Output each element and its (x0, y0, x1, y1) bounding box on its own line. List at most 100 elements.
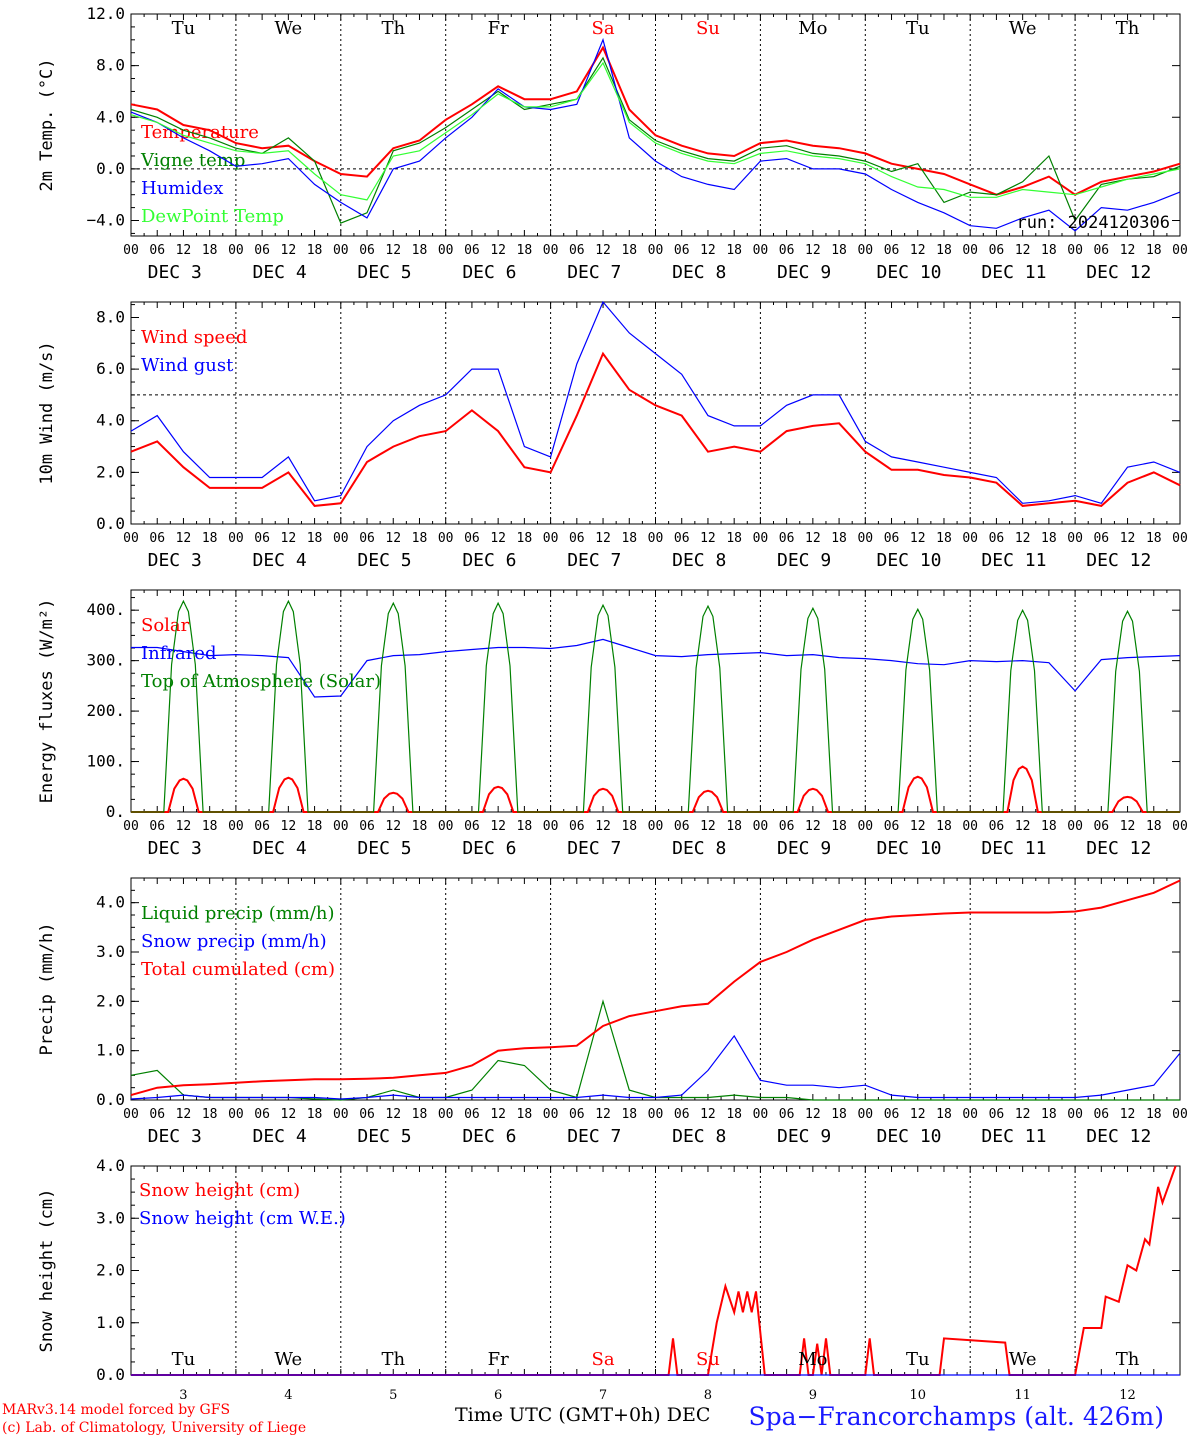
hour-tick-label: 12 (1120, 243, 1136, 258)
hour-tick-label: 06 (149, 819, 165, 834)
hour-tick-label: 12 (595, 531, 611, 546)
date-label: DEC 3 (148, 1126, 202, 1147)
date-label: DEC 11 (981, 262, 1046, 283)
series-line-humidex (130, 37, 1181, 232)
hour-tick-label: 06 (149, 243, 165, 258)
hour-tick-label: 06 (884, 1107, 900, 1122)
hour-tick-label: 06 (254, 531, 270, 546)
hour-tick-label: 00 (333, 819, 349, 834)
legend-entry: DewPoint Temp (141, 206, 284, 227)
weekday-label: Sa (592, 1349, 615, 1370)
hour-tick-label: 00 (1067, 819, 1083, 834)
date-label: DEC 8 (672, 262, 726, 283)
hour-tick-label: 18 (726, 531, 742, 546)
date-label: DEC 9 (777, 550, 831, 571)
hour-tick-label: 18 (1146, 531, 1162, 546)
series-line-top-of-atmosphere-solar- (131, 599, 1180, 813)
y-tick-label: 2.0 (96, 1261, 125, 1280)
x-axis-suffix: DEC (666, 1404, 711, 1426)
hour-tick-label: 12 (595, 1107, 611, 1122)
series-line-infrared (131, 638, 1181, 698)
hour-tick-label: 12 (1015, 1107, 1031, 1122)
hour-tick-label: 06 (359, 243, 375, 258)
date-label: DEC 4 (253, 550, 307, 571)
date-label: DEC 12 (1086, 838, 1151, 859)
hour-tick-label: 06 (359, 1107, 375, 1122)
hour-tick-label: 18 (412, 243, 428, 258)
hour-tick-label: 06 (989, 243, 1005, 258)
hour-tick-label: 00 (753, 243, 769, 258)
date-label: DEC 7 (567, 838, 621, 859)
hour-tick-label: 18 (621, 1107, 637, 1122)
date-label: DEC 3 (148, 262, 202, 283)
hour-tick-label: 18 (1041, 243, 1057, 258)
hour-tick-label: 06 (254, 1107, 270, 1122)
day-number-label: 6 (494, 1388, 502, 1403)
hour-tick-label: 18 (307, 243, 323, 258)
date-label: DEC 5 (357, 262, 411, 283)
weekday-label: We (1009, 1349, 1037, 1370)
legend-entry: Total cumulated (cm) (141, 959, 335, 980)
hour-tick-label: 12 (490, 819, 506, 834)
hour-tick-label: 00 (1067, 1107, 1083, 1122)
day-number-label: 12 (1119, 1388, 1136, 1403)
day-number-label: 3 (179, 1388, 187, 1403)
hour-tick-label: 18 (726, 243, 742, 258)
hour-tick-label: 18 (936, 819, 952, 834)
hour-tick-label: 06 (779, 1107, 795, 1122)
date-label: DEC 4 (253, 262, 307, 283)
y-tick-label: 3.0 (96, 942, 125, 961)
hour-tick-label: 00 (543, 819, 559, 834)
date-label: DEC 8 (672, 838, 726, 859)
y-tick-label: 400. (86, 600, 125, 619)
day-number-label: 10 (909, 1388, 926, 1403)
legend-entry: Humidex (141, 178, 223, 199)
hour-tick-label: 18 (831, 819, 847, 834)
date-label: DEC 12 (1086, 262, 1151, 283)
hour-tick-label: 12 (805, 243, 821, 258)
hour-tick-label: 00 (438, 819, 454, 834)
hour-tick-label: 18 (517, 819, 533, 834)
hour-tick-label: 06 (1093, 1107, 1109, 1122)
hour-tick-label: 18 (412, 1107, 428, 1122)
hour-tick-label: 18 (307, 531, 323, 546)
weekday-label: Mo (798, 1349, 827, 1370)
hour-tick-label: 06 (569, 243, 585, 258)
hour-tick-label: 12 (490, 243, 506, 258)
hour-tick-label: 06 (254, 243, 270, 258)
hour-tick-label: 18 (202, 1107, 218, 1122)
hour-tick-label: 00 (753, 819, 769, 834)
hour-tick-label: 12 (700, 243, 716, 258)
legend-entry: Infrared (141, 643, 216, 664)
hour-tick-label: 12 (1015, 531, 1031, 546)
hour-tick-label: 06 (254, 819, 270, 834)
hour-tick-label: 00 (438, 1107, 454, 1122)
date-label: DEC 3 (148, 550, 202, 571)
hour-tick-label: 06 (464, 1107, 480, 1122)
hour-tick-label: 18 (1146, 1107, 1162, 1122)
panel-1: −4.0 0.0 4.0 8.0 12.0 2m Temp. (°C) Temperatur… (37, 4, 1188, 283)
date-label: DEC 12 (1086, 550, 1151, 571)
hour-tick-label: 18 (936, 243, 952, 258)
credit-model: MARv3.14 model forced by GFS (2, 1402, 231, 1418)
hour-tick-label: 06 (779, 531, 795, 546)
hour-tick-label: 06 (1093, 531, 1109, 546)
hour-tick-label: 00 (1172, 1107, 1188, 1122)
hour-tick-label: 00 (438, 531, 454, 546)
legend-entry: Liquid precip (mm/h) (141, 903, 335, 924)
hour-tick-label: 06 (884, 819, 900, 834)
hour-tick-label: 12 (805, 1107, 821, 1122)
day-number-label: 11 (1014, 1388, 1031, 1403)
weekday-label: Th (1116, 1349, 1140, 1370)
hour-tick-label: 12 (385, 531, 401, 546)
hour-tick-label: 06 (989, 1107, 1005, 1122)
hour-tick-label: 00 (857, 531, 873, 546)
y-tick-label: 1.0 (96, 1313, 125, 1332)
date-label: DEC 11 (981, 838, 1046, 859)
hour-tick-label: 18 (621, 819, 637, 834)
weekday-label: Th (381, 18, 405, 39)
hour-tick-label: 06 (989, 531, 1005, 546)
y-tick-label: 300. (86, 651, 125, 670)
credit-lab: (c) Lab. of Climatology, University of L… (2, 1420, 307, 1436)
hour-tick-label: 00 (333, 1107, 349, 1122)
